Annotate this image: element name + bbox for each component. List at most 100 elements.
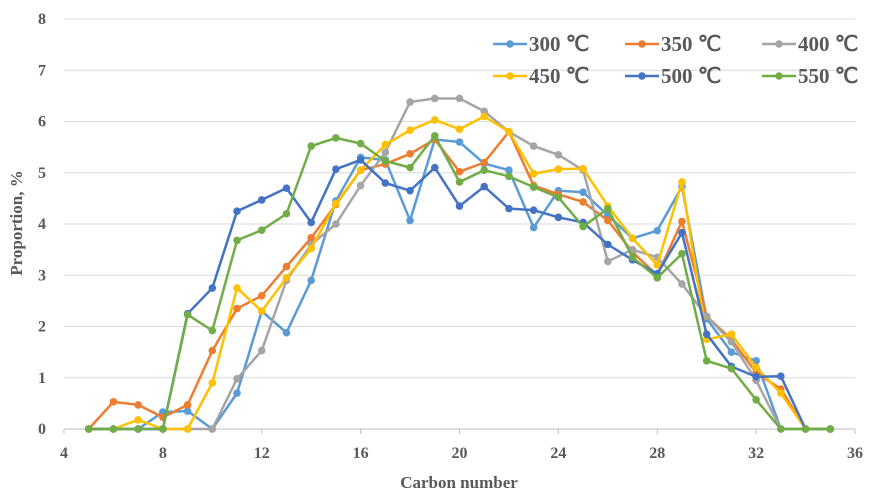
data-point bbox=[678, 228, 686, 237]
data-point bbox=[282, 262, 291, 271]
data-point bbox=[579, 188, 587, 197]
x-tick-label-8: 36 bbox=[847, 445, 863, 462]
data-point bbox=[282, 328, 291, 337]
data-point bbox=[282, 209, 291, 218]
x-axis-label: Carbon number bbox=[400, 473, 518, 492]
data-point bbox=[752, 357, 760, 365]
data-point bbox=[332, 220, 340, 228]
series-4 bbox=[84, 156, 835, 433]
legend-label-0: 300 ℃ bbox=[529, 32, 589, 56]
legend-label-2: 400 ℃ bbox=[798, 32, 858, 56]
x-tick-label-2: 12 bbox=[254, 445, 270, 462]
y-tick-label-2: 2 bbox=[38, 319, 46, 336]
data-point bbox=[554, 151, 563, 159]
y-tick-labels: 0 1 2 3 4 5 6 7 8 bbox=[38, 11, 46, 438]
data-point bbox=[381, 179, 390, 187]
data-point bbox=[356, 166, 365, 174]
data-point bbox=[159, 425, 167, 433]
data-point bbox=[233, 236, 241, 245]
data-point bbox=[183, 310, 192, 319]
data-point bbox=[529, 183, 538, 191]
series-group bbox=[84, 94, 835, 433]
data-point bbox=[826, 425, 835, 433]
data-point bbox=[134, 425, 142, 433]
data-point bbox=[233, 374, 241, 383]
data-point bbox=[529, 142, 538, 150]
data-point bbox=[282, 184, 291, 192]
data-point bbox=[332, 165, 340, 173]
data-point bbox=[604, 257, 612, 266]
data-point bbox=[455, 125, 464, 133]
data-point bbox=[406, 126, 414, 135]
series-line-1 bbox=[87, 130, 831, 431]
data-point bbox=[505, 204, 513, 213]
data-point bbox=[480, 182, 489, 191]
y-axis-label: Proportion, % bbox=[7, 170, 26, 275]
x-tick-label-6: 28 bbox=[649, 445, 665, 462]
data-point bbox=[678, 280, 686, 288]
data-point bbox=[406, 149, 414, 158]
data-point bbox=[777, 389, 785, 397]
data-point bbox=[455, 178, 464, 186]
data-point bbox=[381, 140, 390, 149]
data-point bbox=[554, 213, 563, 222]
data-point bbox=[257, 196, 266, 204]
series-1 bbox=[84, 127, 835, 433]
data-point bbox=[554, 193, 563, 202]
data-point bbox=[579, 222, 587, 231]
data-point bbox=[356, 181, 365, 190]
x-tick-label-5: 24 bbox=[550, 445, 566, 462]
data-point bbox=[628, 253, 637, 262]
x-tick-label-3: 16 bbox=[353, 445, 369, 462]
data-point bbox=[604, 216, 612, 225]
data-point bbox=[529, 169, 538, 178]
data-point bbox=[208, 326, 217, 335]
data-point bbox=[455, 167, 464, 176]
legend-swatch-marker bbox=[638, 40, 646, 48]
data-point bbox=[356, 156, 365, 164]
data-point bbox=[332, 134, 340, 142]
data-point bbox=[752, 363, 760, 372]
y-tick-label-8: 8 bbox=[38, 11, 46, 28]
series-line-4 bbox=[88, 158, 831, 431]
legend-swatch-marker bbox=[775, 40, 783, 48]
data-point bbox=[777, 372, 785, 381]
data-point bbox=[183, 407, 192, 415]
data-point bbox=[752, 372, 760, 381]
legend-swatch-marker bbox=[638, 72, 646, 80]
data-point bbox=[505, 172, 513, 181]
y-tick-label-5: 5 bbox=[38, 165, 46, 182]
legend-swatch-marker bbox=[506, 72, 514, 80]
data-point bbox=[678, 249, 686, 258]
legend-swatch-marker bbox=[506, 40, 514, 48]
data-point bbox=[406, 163, 414, 172]
data-point bbox=[702, 330, 711, 338]
data-point bbox=[257, 291, 266, 300]
y-tick-label-4: 4 bbox=[38, 216, 46, 233]
data-point bbox=[307, 276, 315, 285]
data-point bbox=[307, 142, 315, 150]
data-point bbox=[381, 148, 390, 157]
data-point bbox=[480, 112, 489, 121]
data-point bbox=[529, 223, 538, 232]
data-point bbox=[257, 307, 266, 315]
data-point bbox=[702, 357, 711, 365]
data-point bbox=[233, 284, 241, 292]
data-point bbox=[455, 94, 464, 103]
data-point bbox=[579, 164, 587, 173]
data-point bbox=[653, 261, 662, 269]
data-point bbox=[529, 206, 538, 214]
legend-item-1: 350 ℃ bbox=[625, 32, 721, 56]
data-point bbox=[332, 199, 340, 208]
data-point bbox=[406, 98, 414, 106]
data-point bbox=[678, 217, 686, 226]
y-tick-label-3: 3 bbox=[38, 267, 46, 284]
series-5 bbox=[84, 132, 835, 433]
data-point bbox=[579, 198, 587, 206]
legend-item-0: 300 ℃ bbox=[493, 32, 589, 56]
legend-item-4: 500 ℃ bbox=[625, 64, 721, 88]
legend-label-3: 450 ℃ bbox=[529, 64, 589, 88]
data-point bbox=[430, 132, 439, 140]
x-tick-label-1: 8 bbox=[159, 445, 167, 462]
